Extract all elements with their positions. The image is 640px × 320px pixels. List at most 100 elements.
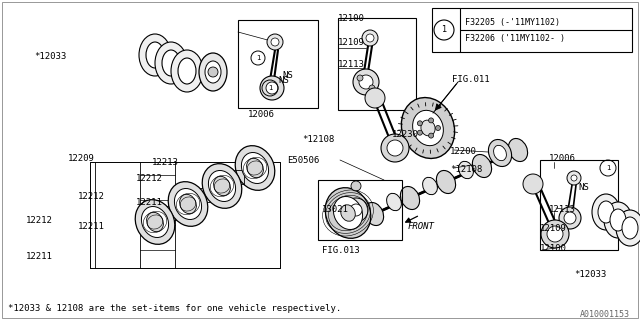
Ellipse shape (508, 139, 527, 162)
Text: 12006: 12006 (549, 154, 576, 163)
Ellipse shape (387, 193, 401, 211)
Text: 12113: 12113 (338, 60, 365, 69)
Circle shape (567, 171, 581, 185)
Ellipse shape (351, 209, 365, 227)
Circle shape (387, 140, 403, 156)
Text: FIG.011: FIG.011 (452, 75, 490, 84)
Bar (540, 160, 618, 250)
Text: 12100: 12100 (338, 14, 365, 23)
Bar (200, 188, 210, 202)
Text: 12211: 12211 (136, 198, 163, 207)
Circle shape (266, 82, 278, 94)
Ellipse shape (472, 155, 492, 178)
Circle shape (344, 198, 368, 222)
Text: 12113: 12113 (549, 205, 576, 214)
Text: 13021: 13021 (322, 205, 349, 214)
Bar (318, 180, 402, 240)
Text: 12212: 12212 (136, 174, 163, 183)
Circle shape (571, 175, 577, 181)
Text: 12209: 12209 (68, 154, 95, 163)
Text: NS: NS (578, 183, 589, 192)
Ellipse shape (146, 42, 164, 68)
Ellipse shape (488, 140, 511, 166)
Ellipse shape (598, 201, 614, 223)
Text: 12212: 12212 (78, 192, 105, 201)
Ellipse shape (459, 161, 474, 179)
Ellipse shape (202, 164, 242, 208)
Text: *12108: *12108 (450, 165, 483, 174)
Ellipse shape (155, 42, 187, 84)
Text: *12033: *12033 (574, 270, 606, 279)
Ellipse shape (236, 146, 275, 190)
Ellipse shape (495, 145, 509, 163)
Ellipse shape (135, 200, 175, 244)
Circle shape (353, 69, 379, 95)
Text: 1: 1 (256, 55, 260, 61)
Circle shape (381, 134, 409, 162)
Ellipse shape (622, 217, 638, 239)
Text: 12230: 12230 (392, 130, 419, 139)
Ellipse shape (199, 53, 227, 91)
Bar (338, 18, 416, 110)
Text: 12006: 12006 (248, 110, 275, 119)
Circle shape (271, 38, 279, 46)
Circle shape (350, 204, 362, 216)
Text: 12109: 12109 (338, 38, 365, 47)
Circle shape (417, 121, 422, 126)
Bar (432, 8, 632, 52)
Circle shape (564, 212, 576, 224)
Ellipse shape (180, 194, 196, 214)
Circle shape (267, 34, 283, 50)
Text: 1: 1 (442, 26, 447, 35)
Ellipse shape (436, 171, 456, 194)
Circle shape (547, 226, 563, 242)
Ellipse shape (413, 110, 444, 146)
Ellipse shape (162, 50, 180, 76)
Ellipse shape (246, 158, 264, 178)
Circle shape (362, 30, 378, 46)
Ellipse shape (141, 206, 168, 237)
Text: 12100: 12100 (540, 244, 567, 253)
Circle shape (429, 118, 433, 123)
Circle shape (366, 34, 374, 42)
Text: 12211: 12211 (78, 222, 105, 231)
Circle shape (359, 75, 373, 89)
Ellipse shape (241, 153, 269, 183)
Circle shape (429, 133, 433, 138)
Circle shape (541, 220, 569, 248)
Text: E50506: E50506 (287, 156, 319, 165)
Ellipse shape (171, 50, 203, 92)
Circle shape (523, 174, 543, 194)
Text: *12108: *12108 (302, 135, 334, 144)
Text: *12033: *12033 (34, 52, 67, 61)
Text: 1: 1 (605, 165, 611, 171)
Ellipse shape (139, 34, 171, 76)
Bar (166, 206, 177, 220)
Circle shape (435, 125, 440, 131)
Text: 12212: 12212 (26, 216, 53, 225)
Ellipse shape (209, 171, 236, 202)
Text: NS: NS (282, 70, 292, 79)
Text: 12109: 12109 (540, 224, 567, 233)
Text: FRONT: FRONT (408, 222, 435, 231)
Ellipse shape (493, 145, 506, 161)
Circle shape (351, 181, 361, 191)
Circle shape (417, 130, 422, 135)
Ellipse shape (178, 58, 196, 84)
Ellipse shape (421, 120, 435, 136)
Ellipse shape (401, 98, 454, 158)
Ellipse shape (340, 205, 355, 221)
Ellipse shape (592, 194, 620, 230)
Ellipse shape (604, 202, 632, 238)
Circle shape (365, 88, 385, 108)
Bar (234, 170, 243, 184)
Ellipse shape (147, 212, 163, 232)
Ellipse shape (616, 210, 640, 246)
Circle shape (260, 76, 284, 100)
Text: F32205 (-'11MY1102): F32205 (-'11MY1102) (465, 18, 560, 27)
Circle shape (369, 85, 375, 91)
Text: 1: 1 (268, 85, 272, 91)
Text: *12033 & 12108 are the set-items for one vehicle respectively.: *12033 & 12108 are the set-items for one… (8, 304, 341, 313)
Ellipse shape (205, 61, 221, 83)
Text: 12213: 12213 (152, 158, 179, 167)
